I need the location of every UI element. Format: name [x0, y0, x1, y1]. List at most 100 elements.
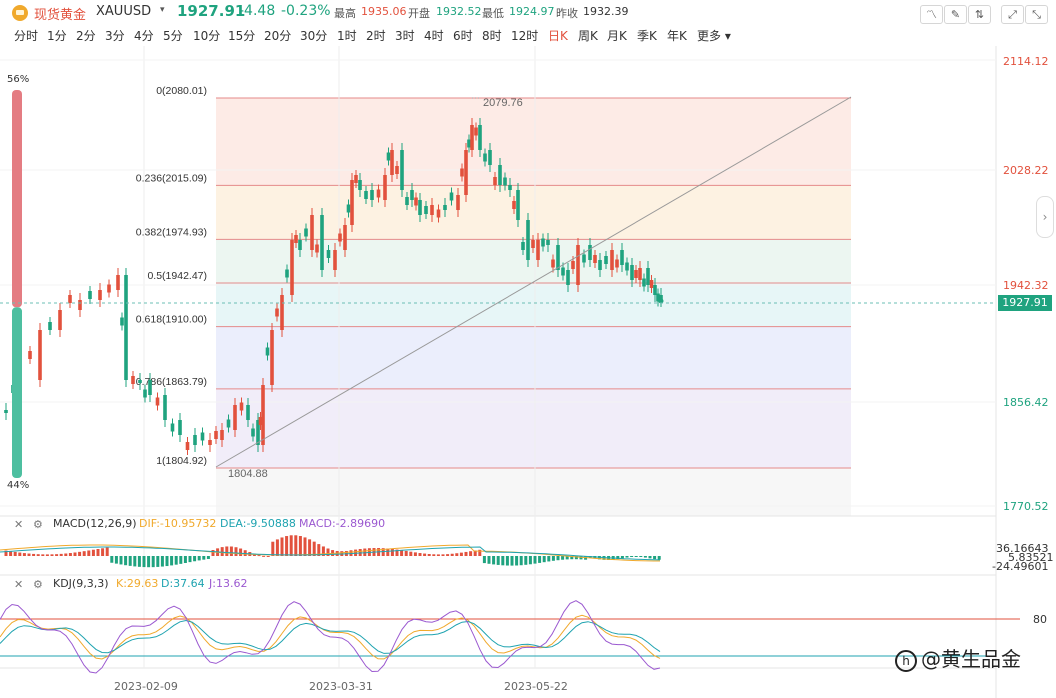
tab-更多[interactable]: 更多 ▾ [697, 29, 731, 43]
macd-bar [142, 556, 146, 568]
candle-body [646, 268, 650, 285]
candle-body [170, 423, 175, 432]
tab-3分[interactable]: 3分 [105, 29, 125, 43]
macd-bar [105, 547, 109, 556]
instrument-name: 现货黄金 [34, 8, 87, 23]
tab-月K[interactable]: 月K [607, 29, 627, 43]
candle-body [546, 240, 550, 245]
tab-3时[interactable]: 3时 [395, 29, 415, 43]
compare-icon[interactable]: ⇅ [968, 5, 991, 24]
tab-4分[interactable]: 4分 [134, 29, 154, 43]
macd-bar [657, 556, 661, 560]
tab-5分[interactable]: 5分 [163, 29, 183, 43]
kdj-j: J:13.62 [209, 577, 248, 590]
macd-bar [110, 556, 114, 563]
close-icon[interactable]: ✕ [14, 578, 24, 591]
candle-body [290, 240, 294, 295]
macd-bar [170, 556, 174, 566]
macd-bar [266, 555, 270, 557]
fib-level-label: 0.5(1942.47) [147, 270, 207, 282]
tab-15分[interactable]: 15分 [228, 29, 256, 43]
settings-icon[interactable]: ⚙ [33, 578, 43, 591]
macd-bar [206, 556, 210, 559]
candle-body [443, 205, 447, 210]
kdj-d: D:37.64 [161, 577, 205, 590]
macd-bar [119, 556, 123, 565]
macd-bar [45, 554, 49, 556]
macd-bar [220, 547, 224, 556]
tab-12时[interactable]: 12时 [511, 29, 539, 43]
macd-bar [275, 539, 279, 556]
fib-zone [216, 98, 851, 186]
close-icon[interactable]: ✕ [14, 518, 24, 531]
candle-body [320, 215, 324, 270]
instrument-symbol[interactable]: XAUUSD [96, 4, 152, 19]
candle-body [625, 262, 629, 271]
low-value: 1924.97 [509, 5, 555, 18]
low-mark: 1804.88 [228, 468, 268, 480]
macd-bar [27, 553, 31, 556]
expand-icon[interactable]: ⤡ [1025, 5, 1048, 24]
macd-bar [312, 541, 316, 556]
tab-2时[interactable]: 2时 [366, 29, 386, 43]
macd-bar [625, 556, 629, 558]
line-chart-icon[interactable]: 〽 [920, 5, 943, 24]
tab-6时[interactable]: 6时 [453, 29, 473, 43]
tab-年K[interactable]: 年K [667, 29, 687, 43]
macd-bar [482, 556, 486, 564]
macd-bar [160, 556, 164, 567]
tab-1时[interactable]: 1时 [337, 29, 357, 43]
candle-body [200, 432, 205, 441]
tab-日K[interactable]: 日K [548, 29, 568, 43]
candle-body [338, 233, 342, 242]
tab-季K[interactable]: 季K [637, 29, 657, 43]
tab-8时[interactable]: 8时 [482, 29, 502, 43]
macd-bar [413, 552, 417, 556]
price-axis-label: 2114.12 [1003, 55, 1049, 68]
symbol-dropdown-icon[interactable]: ▾ [160, 5, 165, 15]
tab-分时[interactable]: 分时 [14, 29, 39, 43]
tab-20分[interactable]: 20分 [264, 29, 292, 43]
high-label: 最高 [334, 7, 356, 20]
tab-10分[interactable]: 10分 [193, 29, 221, 43]
price-axis-label: 1770.52 [1003, 500, 1049, 513]
fullscreen-icon[interactable]: ⤢ [1001, 5, 1024, 24]
draw-icon[interactable]: ✎ [944, 5, 967, 24]
ratio-bar-up [12, 90, 22, 308]
macd-bar [354, 549, 358, 556]
tab-周K[interactable]: 周K [578, 29, 598, 43]
macd-bar [478, 549, 482, 556]
candle-body [343, 225, 347, 250]
macd-dea-line [0, 546, 661, 561]
price-axis-label: 1856.42 [1003, 396, 1049, 409]
candle-body [418, 200, 422, 215]
ratio-top-label: 56% [7, 74, 30, 85]
macd-bar [381, 548, 385, 556]
tab-4时[interactable]: 4时 [424, 29, 444, 43]
candle-body [310, 215, 314, 250]
macd-header: ✕ ⚙ MACD(12,26,9) DIF:-10.95732 DEA:-9.5… [0, 517, 600, 533]
tab-1分[interactable]: 1分 [47, 29, 67, 43]
macd-bar [68, 553, 72, 556]
chevron-right-icon[interactable]: › [1036, 196, 1054, 238]
macd-bar [538, 556, 542, 563]
candle-body [610, 250, 614, 270]
fib-level-label: 0.236(2015.09) [136, 172, 207, 184]
candle-body [410, 190, 414, 200]
candle-body [280, 295, 284, 330]
macd-bar [147, 556, 151, 568]
macd-bar [441, 554, 445, 556]
candle-body [98, 290, 102, 300]
macd-value: MACD:-2.89690 [299, 517, 386, 530]
macd-bar [280, 537, 284, 556]
candle-body [400, 150, 404, 190]
tab-2分[interactable]: 2分 [76, 29, 96, 43]
fib-zone [216, 282, 851, 327]
macd-bar [234, 547, 238, 556]
macd-bar [91, 549, 95, 556]
macd-bar [165, 556, 169, 567]
candle-body [354, 175, 358, 183]
settings-icon[interactable]: ⚙ [33, 518, 43, 531]
tab-30分[interactable]: 30分 [300, 29, 328, 43]
